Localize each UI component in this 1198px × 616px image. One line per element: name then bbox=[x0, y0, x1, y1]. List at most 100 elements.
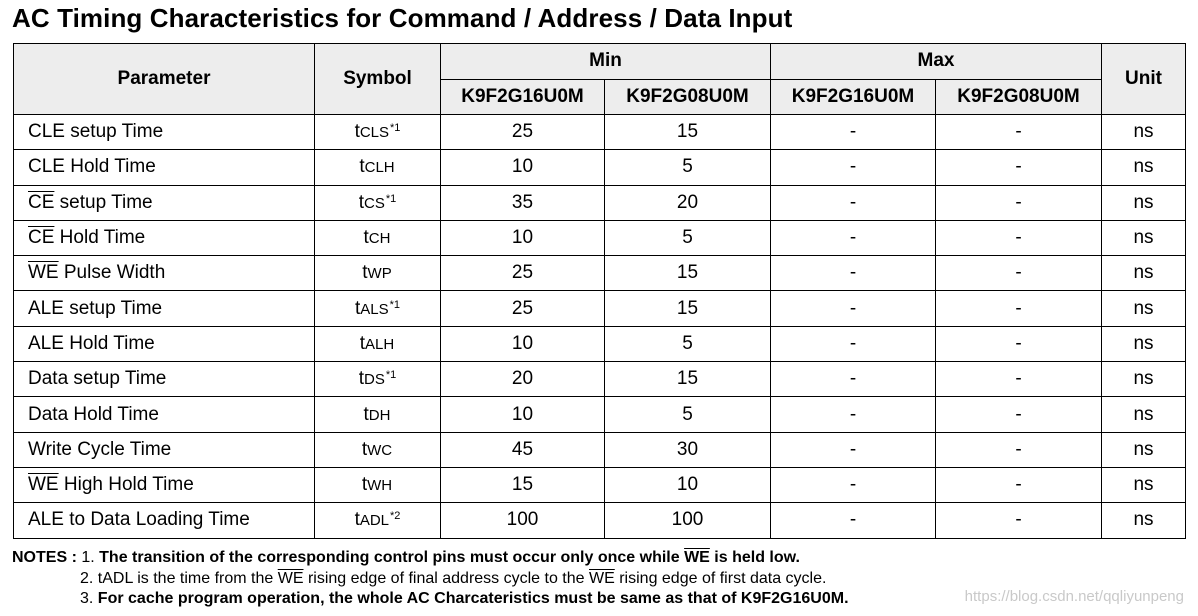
parameter-text: Data setup Time bbox=[28, 368, 167, 390]
table-row: ALE to Data Loading Time tADL*2 100 100- - ns bbox=[13, 502, 1186, 539]
header-max-part-b: K9F2G08U0M bbox=[935, 78, 1102, 115]
table-row: CE Hold Time tCH 10 5- - ns bbox=[13, 219, 1186, 257]
symbol-sub: WH bbox=[367, 477, 393, 495]
symbol-note-ref: *2 bbox=[390, 510, 401, 523]
header-min: Min bbox=[440, 43, 771, 80]
table-row: ALE Hold Time tALH 10 5- - ns bbox=[13, 325, 1186, 363]
table-header: Parameter Symbol Min Max Unit K9F2G16U0M… bbox=[13, 43, 1186, 115]
header-min-part-b: K9F2G08U0M bbox=[604, 78, 771, 115]
page-title: AC Timing Characteristics for Command / … bbox=[12, 3, 793, 33]
symbol-t: t bbox=[358, 368, 365, 390]
unit-cell: ns bbox=[1101, 255, 1186, 292]
parameter-text: Data Hold Time bbox=[28, 403, 159, 425]
table-body: CLE setup Time tCLS*1 25 15- - ns CLE Hold Tim… bbox=[13, 113, 1186, 539]
min-part-b-cell: 20 bbox=[604, 184, 771, 221]
note-3-text: For cache program operation, the whole A… bbox=[97, 590, 849, 607]
symbol-sub: CH bbox=[368, 230, 391, 248]
min-part-a-cell: 25 bbox=[440, 255, 605, 292]
symbol-t: t bbox=[359, 332, 366, 354]
max-part-a-cell: - bbox=[770, 255, 936, 292]
timing-table: Parameter Symbol Min Max Unit K9F2G16U0M… bbox=[13, 43, 1186, 539]
max-part-a-cell: - bbox=[770, 149, 936, 186]
min-part-b-cell: 10 bbox=[604, 466, 771, 504]
parameter-cell: WE Pulse Width bbox=[13, 255, 315, 292]
symbol-note-ref: *1 bbox=[390, 122, 401, 135]
table-row: WE Pulse Width tWP 25 15- - ns bbox=[13, 255, 1186, 292]
min-part-b-cell: 15 bbox=[604, 290, 771, 327]
note-2-text-a: tADL is the time from the bbox=[97, 569, 278, 587]
symbol-note-ref: *1 bbox=[385, 192, 397, 205]
symbol-cell: tALH bbox=[314, 325, 441, 363]
parameter-signal: WE bbox=[28, 474, 59, 496]
parameter-cell: CLE Hold Time bbox=[13, 149, 315, 186]
max-part-a-cell: - bbox=[770, 361, 936, 398]
unit-cell: ns bbox=[1101, 466, 1186, 504]
symbol-sub: WP bbox=[367, 265, 392, 283]
unit-cell: ns bbox=[1101, 113, 1186, 151]
note-1-we-signal: WE bbox=[684, 549, 710, 566]
symbol-cell: tADL*2 bbox=[314, 502, 441, 539]
max-part-a-cell: - bbox=[770, 396, 936, 433]
header-parameter: Parameter bbox=[13, 43, 315, 115]
parameter-cell: WE High Hold Time bbox=[13, 466, 315, 504]
max-part-a-cell: - bbox=[770, 219, 936, 257]
min-part-b-cell: 5 bbox=[604, 396, 771, 433]
min-part-b-cell: 30 bbox=[604, 431, 771, 468]
parameter-text: setup Time bbox=[54, 191, 153, 213]
unit-cell: ns bbox=[1101, 325, 1186, 363]
parameter-cell: ALE to Data Loading Time bbox=[13, 502, 315, 539]
unit-cell: ns bbox=[1101, 184, 1186, 221]
min-part-b-cell: 100 bbox=[604, 502, 771, 539]
max-part-b-cell: - bbox=[935, 184, 1102, 221]
min-part-a-cell: 20 bbox=[440, 361, 605, 398]
header-min-part-a: K9F2G16U0M bbox=[440, 78, 605, 115]
note-3: 3. For cache program operation, the whol… bbox=[12, 589, 849, 610]
symbol-cell: tWP bbox=[314, 255, 441, 292]
symbol-sub: CLS bbox=[359, 124, 390, 142]
max-part-a-cell: - bbox=[770, 184, 936, 221]
max-part-b-cell: - bbox=[935, 149, 1102, 186]
min-part-b-cell: 15 bbox=[604, 255, 771, 292]
table-row: Data setup Time tDS*1 20 15- - ns bbox=[13, 361, 1186, 398]
table-row: Data Hold Time tDH 10 5- - ns bbox=[13, 396, 1186, 433]
parameter-cell: ALE setup Time bbox=[13, 290, 315, 327]
table-row: ALE setup Time tALS*1 25 15- - ns bbox=[13, 290, 1186, 327]
symbol-t: t bbox=[358, 191, 365, 213]
min-part-a-cell: 10 bbox=[440, 325, 605, 363]
symbol-t: t bbox=[361, 474, 368, 496]
min-part-a-cell: 25 bbox=[440, 290, 605, 327]
max-part-a-cell: - bbox=[770, 502, 936, 539]
min-part-a-cell: 45 bbox=[440, 431, 605, 468]
parameter-text: CLE setup Time bbox=[28, 121, 164, 143]
max-part-a-cell: - bbox=[770, 290, 936, 327]
symbol-cell: tWC bbox=[314, 431, 441, 468]
symbol-t: t bbox=[359, 156, 365, 178]
min-part-a-cell: 25 bbox=[440, 113, 605, 151]
parameter-signal: WE bbox=[28, 262, 59, 284]
note-3-number: 3. bbox=[80, 590, 98, 607]
min-part-b-cell: 5 bbox=[604, 325, 771, 363]
min-part-b-cell: 15 bbox=[604, 361, 771, 398]
max-part-b-cell: - bbox=[935, 219, 1102, 257]
header-max-part-a: K9F2G16U0M bbox=[770, 78, 936, 115]
max-part-b-cell: - bbox=[935, 255, 1102, 292]
min-part-b-cell: 5 bbox=[604, 149, 771, 186]
symbol-note-ref: *1 bbox=[385, 369, 397, 382]
symbol-t: t bbox=[354, 509, 360, 531]
note-2-we-signal-2: WE bbox=[589, 569, 615, 587]
parameter-cell: Data Hold Time bbox=[13, 396, 315, 433]
parameter-cell: Write Cycle Time bbox=[13, 431, 315, 468]
note-1: NOTES : 1. The transition of the corresp… bbox=[12, 548, 849, 569]
symbol-t: t bbox=[363, 403, 369, 425]
max-part-a-cell: - bbox=[770, 113, 936, 151]
table-row: Write Cycle Time tWC 45 30- - ns bbox=[13, 431, 1186, 468]
max-part-b-cell: - bbox=[935, 396, 1102, 433]
parameter-signal: CE bbox=[28, 191, 55, 213]
note-2-number: 2. bbox=[80, 569, 98, 587]
table-row: CE setup Time tCS*1 35 20- - ns bbox=[13, 184, 1186, 221]
symbol-cell: tCLS*1 bbox=[314, 113, 441, 151]
watermark: https://blog.csdn.net/qqliyunpeng bbox=[964, 588, 1184, 605]
unit-cell: ns bbox=[1101, 149, 1186, 186]
symbol-cell: tCLH bbox=[314, 149, 441, 186]
symbol-cell: tCS*1 bbox=[314, 184, 441, 221]
